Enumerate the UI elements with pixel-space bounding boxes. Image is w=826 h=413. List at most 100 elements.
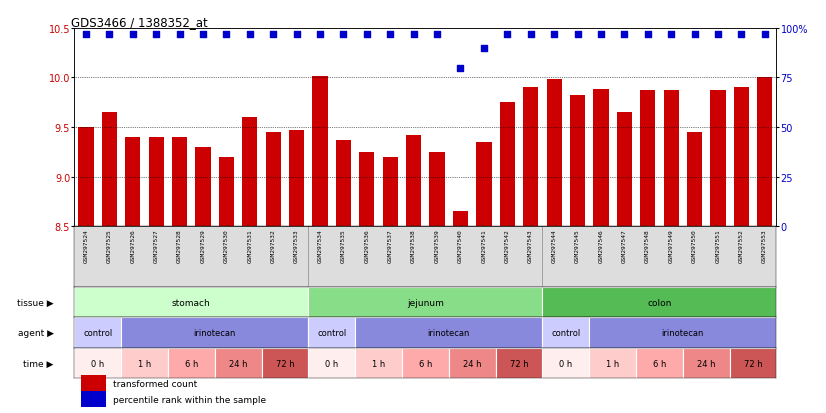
Point	[360, 31, 373, 38]
Bar	[589, 348, 636, 378]
Point	[477, 45, 491, 52]
Text: GSM297541: GSM297541	[482, 229, 487, 263]
Point	[664, 31, 677, 38]
Bar	[430, 152, 444, 226]
Bar	[312, 76, 328, 226]
Text: percentile rank within the sample: percentile rank within the sample	[113, 395, 266, 404]
Bar	[336, 140, 351, 226]
Text: 6 h: 6 h	[653, 359, 666, 368]
Text: agent ▶: agent ▶	[17, 328, 54, 337]
Point	[571, 31, 584, 38]
Bar	[289, 131, 304, 226]
Bar	[453, 212, 468, 226]
Text: 0 h: 0 h	[325, 359, 339, 368]
Bar	[355, 318, 543, 348]
Text: 1 h: 1 h	[138, 359, 151, 368]
Text: control: control	[317, 328, 346, 337]
Point	[79, 31, 93, 38]
Bar	[74, 318, 121, 348]
Text: GSM297525: GSM297525	[107, 229, 112, 263]
Text: GSM297546: GSM297546	[598, 229, 604, 263]
Text: 72 h: 72 h	[743, 359, 762, 368]
Text: GSM297526: GSM297526	[131, 229, 135, 263]
Point	[197, 31, 210, 38]
Text: GSM297544: GSM297544	[552, 229, 557, 263]
Bar	[308, 348, 355, 378]
Text: GSM297547: GSM297547	[622, 229, 627, 263]
Text: GSM297551: GSM297551	[715, 229, 720, 263]
Bar	[543, 318, 589, 348]
Bar	[500, 103, 515, 226]
Bar	[382, 157, 398, 226]
Point	[688, 31, 701, 38]
Text: transformed count: transformed count	[113, 380, 197, 389]
Point	[220, 31, 233, 38]
Point	[337, 31, 350, 38]
Bar	[589, 318, 776, 348]
Bar	[242, 118, 258, 226]
Text: 24 h: 24 h	[229, 359, 248, 368]
Bar	[121, 318, 308, 348]
Text: 0 h: 0 h	[559, 359, 572, 368]
Text: tissue ▶: tissue ▶	[17, 298, 54, 307]
Bar	[308, 318, 355, 348]
Point	[430, 31, 444, 38]
Point	[126, 31, 140, 38]
Text: 24 h: 24 h	[463, 359, 482, 368]
Bar	[477, 142, 491, 226]
Bar	[262, 348, 308, 378]
Text: GSM297527: GSM297527	[154, 229, 159, 263]
Bar	[687, 133, 702, 226]
Bar	[663, 91, 679, 226]
Text: GSM297553: GSM297553	[762, 229, 767, 263]
Bar	[710, 91, 725, 226]
Point	[102, 31, 116, 38]
Text: GSM297536: GSM297536	[364, 229, 369, 263]
Text: GSM297528: GSM297528	[177, 229, 183, 263]
Bar	[215, 348, 262, 378]
Bar	[402, 348, 449, 378]
Text: GSM297543: GSM297543	[528, 229, 534, 263]
Text: GSM297550: GSM297550	[692, 229, 697, 263]
Text: GSM297549: GSM297549	[668, 229, 674, 263]
Text: stomach: stomach	[172, 298, 211, 307]
Bar	[636, 348, 683, 378]
Text: 6 h: 6 h	[185, 359, 198, 368]
Point	[173, 31, 186, 38]
Text: 0 h: 0 h	[91, 359, 104, 368]
Point	[524, 31, 537, 38]
Text: GSM297537: GSM297537	[387, 229, 393, 263]
Text: 72 h: 72 h	[276, 359, 294, 368]
Bar	[733, 88, 749, 226]
Point	[734, 31, 748, 38]
Text: GSM297552: GSM297552	[738, 229, 744, 263]
Bar	[149, 138, 164, 226]
Bar	[355, 348, 402, 378]
Bar	[81, 391, 106, 407]
Text: GSM297533: GSM297533	[294, 229, 299, 263]
Bar	[406, 135, 421, 226]
Text: 72 h: 72 h	[510, 359, 529, 368]
Point	[641, 31, 654, 38]
Point	[594, 31, 607, 38]
Point	[407, 31, 420, 38]
Text: GSM297529: GSM297529	[201, 229, 206, 263]
Bar	[683, 348, 729, 378]
Bar	[196, 147, 211, 226]
Bar	[219, 157, 234, 226]
Bar	[126, 138, 140, 226]
Point	[314, 31, 327, 38]
Text: 1 h: 1 h	[372, 359, 385, 368]
Text: irinotecan: irinotecan	[662, 328, 704, 337]
Text: GSM297535: GSM297535	[341, 229, 346, 263]
Text: GSM297539: GSM297539	[434, 229, 439, 263]
Bar	[78, 128, 93, 226]
Text: GSM297524: GSM297524	[83, 229, 88, 263]
Point	[618, 31, 631, 38]
Bar	[523, 88, 539, 226]
Text: control: control	[83, 328, 112, 337]
Bar	[729, 348, 776, 378]
Bar	[617, 113, 632, 226]
Bar	[547, 80, 562, 226]
Point	[548, 31, 561, 38]
